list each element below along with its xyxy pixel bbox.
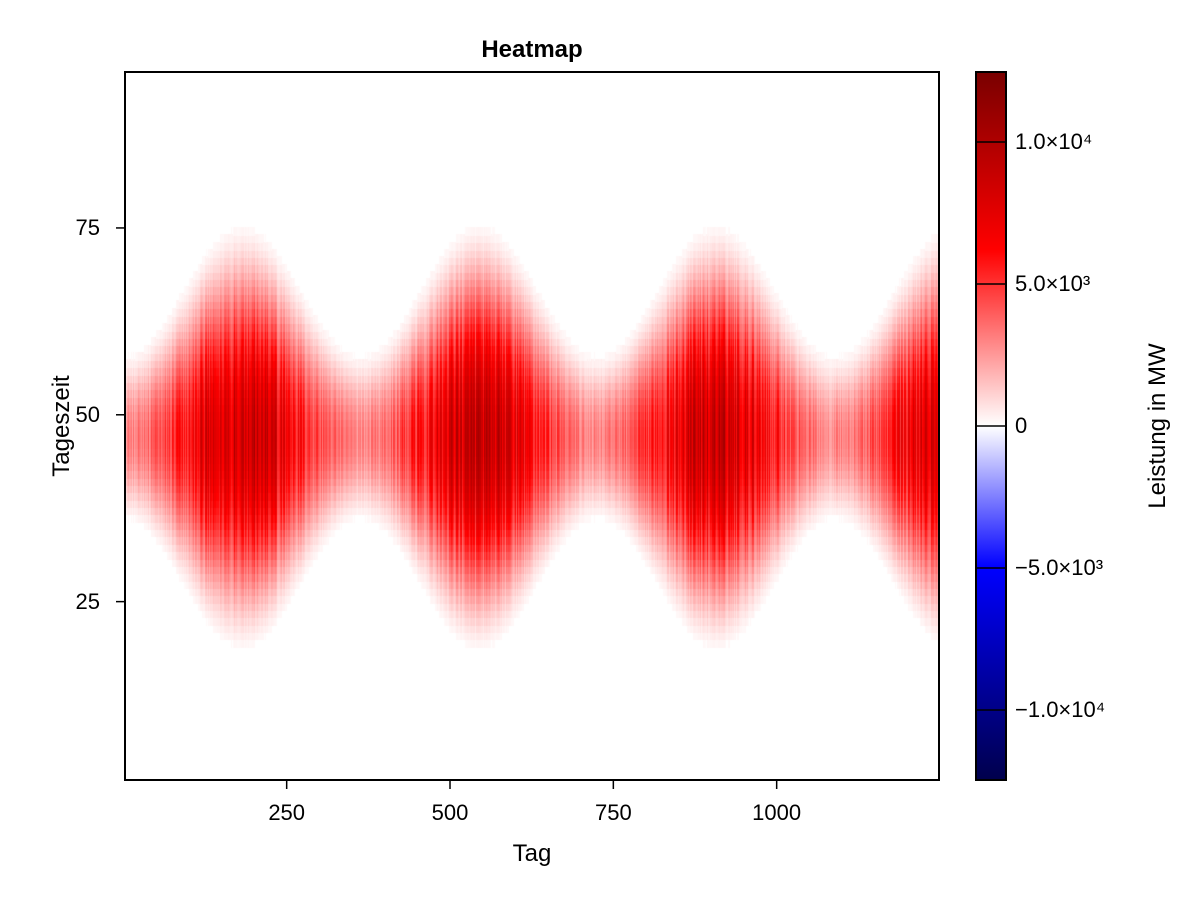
x-tick-label: 750 [594, 800, 632, 825]
x-tick-label: 500 [431, 800, 469, 825]
y-axis-label: Tageszeit [48, 375, 75, 477]
y-tick-label: 75 [75, 214, 100, 240]
plot-area [124, 71, 940, 781]
x-tick-label: 250 [268, 800, 306, 825]
x-axis-label: Tag [512, 840, 552, 867]
y-tick-label: 25 [75, 588, 100, 614]
colorbar-label: Leistung in MW [1144, 343, 1171, 509]
colorbar-tick-label: 1.0×10⁴ [1015, 129, 1093, 154]
chart-title: Heatmap [481, 36, 583, 63]
heatmap-canvas [126, 73, 938, 779]
colorbar [975, 71, 1007, 781]
colorbar-tick-label: −5.0×10³ [1015, 555, 1104, 580]
colorbar-tick-label: 5.0×10³ [1015, 271, 1091, 296]
colorbar-tick-label: 0 [1015, 413, 1028, 438]
y-tick-label: 50 [75, 401, 100, 427]
colorbar-tick-label: −1.0×10⁴ [1015, 697, 1106, 722]
x-tick-label: 1000 [752, 800, 802, 825]
